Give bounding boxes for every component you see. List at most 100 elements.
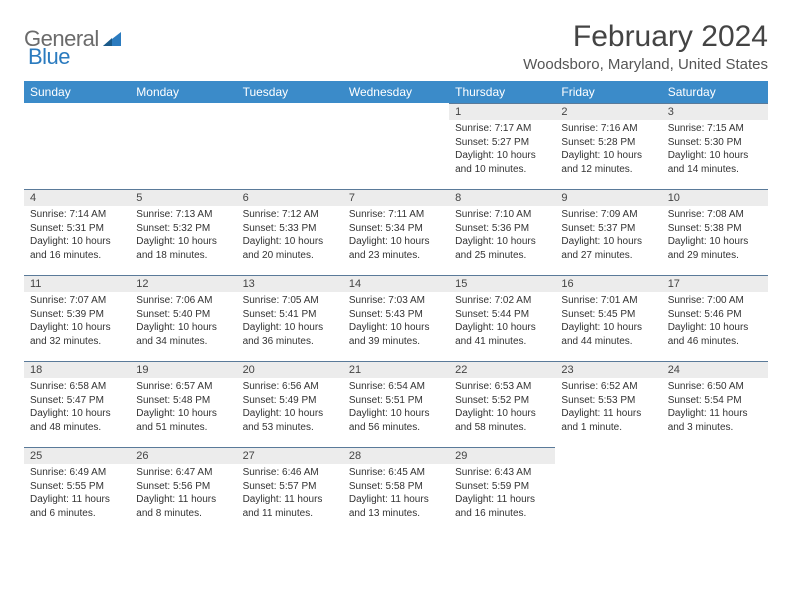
daylight-text: Daylight: 10 hours and 48 minutes. [30, 407, 124, 434]
calendar-day-cell [555, 447, 661, 533]
sunset-text: Sunset: 5:37 PM [561, 222, 655, 236]
day-details: Sunrise: 7:17 AMSunset: 5:27 PMDaylight:… [449, 120, 555, 180]
day-details: Sunrise: 6:45 AMSunset: 5:58 PMDaylight:… [343, 464, 449, 524]
day-number: 7 [343, 189, 449, 206]
sunrise-text: Sunrise: 6:49 AM [30, 466, 124, 480]
day-details: Sunrise: 7:14 AMSunset: 5:31 PMDaylight:… [24, 206, 130, 266]
sunrise-text: Sunrise: 6:46 AM [243, 466, 337, 480]
daylight-text: Daylight: 10 hours and 25 minutes. [455, 235, 549, 262]
calendar-week-row: 4Sunrise: 7:14 AMSunset: 5:31 PMDaylight… [24, 189, 768, 275]
calendar-day-cell: 20Sunrise: 6:56 AMSunset: 5:49 PMDayligh… [237, 361, 343, 447]
calendar-day-cell: 23Sunrise: 6:52 AMSunset: 5:53 PMDayligh… [555, 361, 661, 447]
calendar-day-cell: 25Sunrise: 6:49 AMSunset: 5:55 PMDayligh… [24, 447, 130, 533]
day-details: Sunrise: 7:10 AMSunset: 5:36 PMDaylight:… [449, 206, 555, 266]
daylight-text: Daylight: 11 hours and 16 minutes. [455, 493, 549, 520]
day-number: 10 [662, 189, 768, 206]
calendar-week-row: 11Sunrise: 7:07 AMSunset: 5:39 PMDayligh… [24, 275, 768, 361]
day-number: 25 [24, 447, 130, 464]
weekday-header: Saturday [662, 81, 768, 103]
sunset-text: Sunset: 5:54 PM [668, 394, 762, 408]
sunrise-text: Sunrise: 6:56 AM [243, 380, 337, 394]
day-details: Sunrise: 7:12 AMSunset: 5:33 PMDaylight:… [237, 206, 343, 266]
daylight-text: Daylight: 10 hours and 10 minutes. [455, 149, 549, 176]
weekday-header: Wednesday [343, 81, 449, 103]
calendar-day-cell: 17Sunrise: 7:00 AMSunset: 5:46 PMDayligh… [662, 275, 768, 361]
day-details: Sunrise: 6:49 AMSunset: 5:55 PMDaylight:… [24, 464, 130, 524]
daylight-text: Daylight: 11 hours and 13 minutes. [349, 493, 443, 520]
calendar-week-row: 18Sunrise: 6:58 AMSunset: 5:47 PMDayligh… [24, 361, 768, 447]
sunrise-text: Sunrise: 6:50 AM [668, 380, 762, 394]
sunrise-text: Sunrise: 6:57 AM [136, 380, 230, 394]
sunset-text: Sunset: 5:33 PM [243, 222, 337, 236]
day-number: 14 [343, 275, 449, 292]
day-details: Sunrise: 6:43 AMSunset: 5:59 PMDaylight:… [449, 464, 555, 524]
sunrise-text: Sunrise: 6:43 AM [455, 466, 549, 480]
sunrise-text: Sunrise: 7:10 AM [455, 208, 549, 222]
day-number: 1 [449, 103, 555, 120]
calendar-day-cell: 18Sunrise: 6:58 AMSunset: 5:47 PMDayligh… [24, 361, 130, 447]
daylight-text: Daylight: 11 hours and 11 minutes. [243, 493, 337, 520]
sunset-text: Sunset: 5:40 PM [136, 308, 230, 322]
daylight-text: Daylight: 10 hours and 56 minutes. [349, 407, 443, 434]
sunrise-text: Sunrise: 6:54 AM [349, 380, 443, 394]
daylight-text: Daylight: 10 hours and 34 minutes. [136, 321, 230, 348]
daylight-text: Daylight: 10 hours and 29 minutes. [668, 235, 762, 262]
calendar-day-cell [237, 103, 343, 189]
sunrise-text: Sunrise: 7:07 AM [30, 294, 124, 308]
sunset-text: Sunset: 5:49 PM [243, 394, 337, 408]
day-details: Sunrise: 6:53 AMSunset: 5:52 PMDaylight:… [449, 378, 555, 438]
calendar-day-cell: 5Sunrise: 7:13 AMSunset: 5:32 PMDaylight… [130, 189, 236, 275]
daylight-text: Daylight: 10 hours and 20 minutes. [243, 235, 337, 262]
day-details: Sunrise: 7:15 AMSunset: 5:30 PMDaylight:… [662, 120, 768, 180]
day-number: 23 [555, 361, 661, 378]
sunset-text: Sunset: 5:47 PM [30, 394, 124, 408]
day-details: Sunrise: 6:56 AMSunset: 5:49 PMDaylight:… [237, 378, 343, 438]
day-details: Sunrise: 7:13 AMSunset: 5:32 PMDaylight:… [130, 206, 236, 266]
day-number: 11 [24, 275, 130, 292]
calendar-day-cell [130, 103, 236, 189]
day-number: 6 [237, 189, 343, 206]
day-number: 28 [343, 447, 449, 464]
day-number: 12 [130, 275, 236, 292]
day-number: 21 [343, 361, 449, 378]
day-number: 29 [449, 447, 555, 464]
day-details: Sunrise: 6:46 AMSunset: 5:57 PMDaylight:… [237, 464, 343, 524]
title-block: February 2024 Woodsboro, Maryland, Unite… [523, 20, 768, 73]
sunset-text: Sunset: 5:38 PM [668, 222, 762, 236]
daylight-text: Daylight: 10 hours and 51 minutes. [136, 407, 230, 434]
sunrise-text: Sunrise: 7:14 AM [30, 208, 124, 222]
sunset-text: Sunset: 5:46 PM [668, 308, 762, 322]
daylight-text: Daylight: 10 hours and 53 minutes. [243, 407, 337, 434]
daylight-text: Daylight: 10 hours and 14 minutes. [668, 149, 762, 176]
calendar-day-cell: 22Sunrise: 6:53 AMSunset: 5:52 PMDayligh… [449, 361, 555, 447]
day-number: 22 [449, 361, 555, 378]
calendar-table: Sunday Monday Tuesday Wednesday Thursday… [24, 81, 768, 533]
sunrise-text: Sunrise: 7:15 AM [668, 122, 762, 136]
sunrise-text: Sunrise: 7:08 AM [668, 208, 762, 222]
day-details: Sunrise: 7:08 AMSunset: 5:38 PMDaylight:… [662, 206, 768, 266]
day-number: 2 [555, 103, 661, 120]
daylight-text: Daylight: 10 hours and 39 minutes. [349, 321, 443, 348]
sunrise-text: Sunrise: 7:03 AM [349, 294, 443, 308]
sunset-text: Sunset: 5:56 PM [136, 480, 230, 494]
daylight-text: Daylight: 10 hours and 18 minutes. [136, 235, 230, 262]
day-number: 27 [237, 447, 343, 464]
sunrise-text: Sunrise: 7:05 AM [243, 294, 337, 308]
day-details: Sunrise: 6:57 AMSunset: 5:48 PMDaylight:… [130, 378, 236, 438]
sunrise-text: Sunrise: 7:11 AM [349, 208, 443, 222]
sunset-text: Sunset: 5:31 PM [30, 222, 124, 236]
daylight-text: Daylight: 10 hours and 12 minutes. [561, 149, 655, 176]
day-number: 20 [237, 361, 343, 378]
daylight-text: Daylight: 11 hours and 3 minutes. [668, 407, 762, 434]
sunrise-text: Sunrise: 6:47 AM [136, 466, 230, 480]
calendar-day-cell: 12Sunrise: 7:06 AMSunset: 5:40 PMDayligh… [130, 275, 236, 361]
sunrise-text: Sunrise: 7:17 AM [455, 122, 549, 136]
day-details: Sunrise: 7:09 AMSunset: 5:37 PMDaylight:… [555, 206, 661, 266]
calendar-day-cell: 10Sunrise: 7:08 AMSunset: 5:38 PMDayligh… [662, 189, 768, 275]
day-number: 4 [24, 189, 130, 206]
sunrise-text: Sunrise: 7:16 AM [561, 122, 655, 136]
month-title: February 2024 [523, 20, 768, 54]
daylight-text: Daylight: 10 hours and 58 minutes. [455, 407, 549, 434]
sunset-text: Sunset: 5:34 PM [349, 222, 443, 236]
day-number: 18 [24, 361, 130, 378]
